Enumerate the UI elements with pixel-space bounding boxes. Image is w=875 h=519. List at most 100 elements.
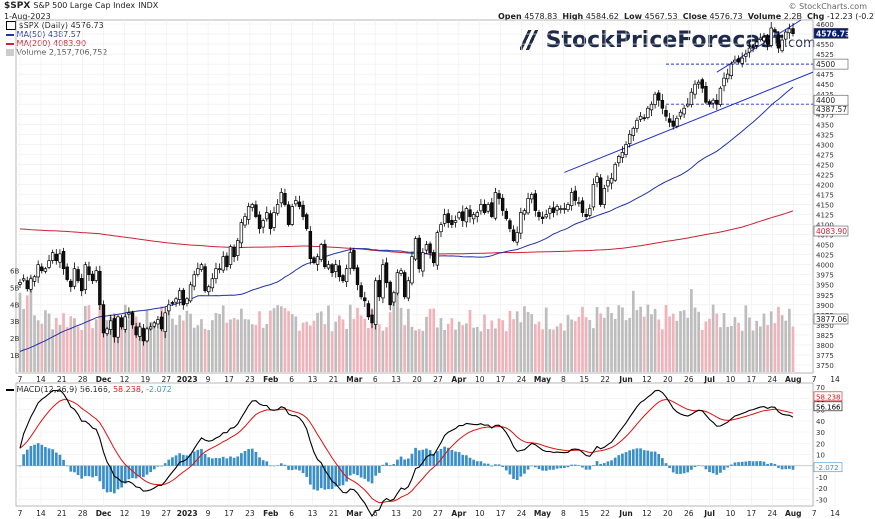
candle-body <box>526 198 530 214</box>
candle-body <box>533 193 538 211</box>
volume-bar <box>22 308 25 372</box>
macd-histogram-bar <box>40 444 44 466</box>
price-tag: 4083.90 <box>813 225 849 237</box>
volume-bar <box>338 315 341 372</box>
candle-body <box>119 317 124 328</box>
macd-histogram-bar <box>323 465 327 490</box>
candle-body <box>664 110 668 117</box>
volume-bar <box>301 322 305 372</box>
candle-body <box>421 252 425 272</box>
date-tick-label: 21 <box>329 509 339 518</box>
price-tick-label: 4275 <box>816 151 834 159</box>
volume-bar <box>352 319 356 372</box>
macd-histogram-bar <box>73 465 76 473</box>
price-tag: 4400 <box>813 94 849 106</box>
macd-histogram-bar <box>704 465 708 470</box>
macd-histogram-bar <box>755 461 759 466</box>
candle-body <box>740 57 744 64</box>
macd-histogram-bar <box>443 446 446 466</box>
macd-histogram-bar <box>276 465 280 466</box>
macd-histogram-bar <box>214 457 218 466</box>
candle-body <box>29 278 33 290</box>
date-tick-label: 12 <box>642 375 652 384</box>
macd-value-label: 58.238 <box>816 393 841 401</box>
macd-histogram-bar <box>243 451 247 466</box>
macd-histogram-bar <box>131 465 134 479</box>
volume-bar <box>494 328 497 372</box>
date-tick-label: Aug <box>785 509 802 518</box>
candle-body <box>116 316 120 338</box>
candle-body <box>170 302 175 304</box>
macd-histogram-bar <box>613 457 617 466</box>
macd-histogram-bar <box>91 465 94 478</box>
price-tick-label: 3825 <box>816 332 834 340</box>
volume-bar <box>210 320 214 372</box>
macd-histogram-bar <box>327 465 330 490</box>
macd-histogram-bar <box>308 465 312 485</box>
macd-tick-label: -10 <box>816 474 827 482</box>
legend-ma200: MA(200) 4083.90 <box>6 39 86 49</box>
volume-bar <box>468 309 472 372</box>
macd-histogram-bar <box>290 465 294 471</box>
macd-histogram-bar <box>319 465 323 489</box>
macd-histogram-bar <box>174 455 178 466</box>
macd-histogram-bar <box>588 465 592 470</box>
candle-body <box>58 253 62 263</box>
macd-histogram-bar <box>138 465 142 477</box>
candle-body <box>755 41 759 46</box>
volume-bar <box>657 319 661 372</box>
volume-bar <box>131 325 134 372</box>
macd-histogram-bar <box>247 449 250 466</box>
candle-body <box>667 118 672 123</box>
macd-histogram-bar <box>196 449 200 466</box>
price-tag-box <box>813 313 849 325</box>
date-tick-label: Jun <box>618 509 632 518</box>
volume-bar <box>345 328 348 372</box>
macd-histogram-bar <box>385 462 388 466</box>
price-tag-label: 4500 <box>816 60 835 69</box>
macd-histogram-bar <box>69 465 73 472</box>
candle-body <box>127 312 131 315</box>
candle-body <box>500 197 505 211</box>
macd-histogram-bar <box>236 456 240 466</box>
macd-histogram-bar <box>250 448 254 466</box>
volume-bar <box>766 325 769 372</box>
volume-bar <box>635 310 639 372</box>
macd-histogram-bar <box>486 463 490 466</box>
candle-body <box>272 212 276 228</box>
macd-histogram-bar <box>109 465 113 492</box>
macd-histogram-bar <box>51 449 55 466</box>
macd-histogram-bar <box>200 448 203 466</box>
volume-bar <box>406 308 410 372</box>
volume-bar <box>519 322 523 372</box>
volume-bar <box>450 318 454 372</box>
candle-body <box>686 103 690 107</box>
candle-body <box>268 213 273 229</box>
candle-body <box>105 328 109 334</box>
candle-body <box>279 192 284 204</box>
macd-histogram-bar <box>258 457 261 466</box>
macd-histogram-bar <box>120 465 123 488</box>
volume-bar <box>410 326 414 372</box>
candle-body <box>203 266 207 292</box>
date-tick-label: 23 <box>245 375 255 384</box>
candle-body <box>461 211 465 221</box>
candle-body <box>61 250 66 270</box>
ma50-line <box>19 86 794 352</box>
macd-histogram-bar <box>203 454 207 466</box>
macd-histogram-bar <box>345 465 348 482</box>
volume-bar <box>247 319 250 372</box>
volume-bar <box>98 305 102 372</box>
price-tag: 4387.57 <box>813 103 849 115</box>
date-tick-label: 13 <box>391 509 401 518</box>
volume-bar <box>417 329 421 372</box>
date-tick-label: Mar <box>346 375 363 384</box>
macd-value-box <box>813 391 843 402</box>
volume-bar <box>138 322 142 372</box>
candle-body <box>464 208 469 223</box>
macd-value-box <box>813 401 843 412</box>
volume-bar <box>80 330 84 372</box>
volume-bar <box>624 320 628 372</box>
macd-histogram-bar <box>555 465 559 469</box>
macd-histogram-bar <box>501 465 505 468</box>
